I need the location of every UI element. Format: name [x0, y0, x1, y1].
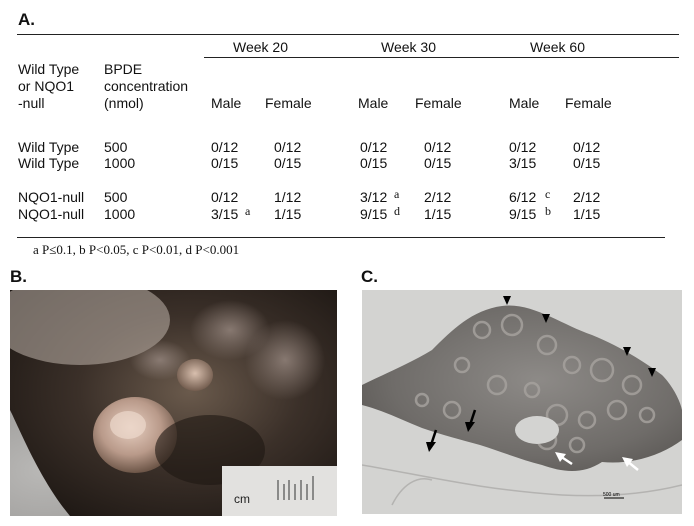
significance-marker: c	[545, 187, 551, 201]
group-cell: Wild Type	[18, 155, 80, 171]
table-bottom-rule	[17, 237, 665, 238]
incidence-cell: 2/12	[573, 189, 601, 205]
week-header: Week 60	[530, 39, 585, 55]
mouse-tumor-photo: cm	[10, 290, 337, 516]
incidence-cell: 0/12	[211, 189, 239, 205]
arrow-icon	[426, 442, 436, 452]
scale-bar-label: 500 um	[603, 492, 620, 498]
ruler-label: cm	[234, 492, 250, 506]
significance-marker: a	[394, 187, 400, 201]
sex-column-header: Male	[211, 95, 242, 111]
sex-column-header: Female	[565, 95, 612, 111]
table-top-rule	[17, 34, 679, 35]
significance-marker: d	[394, 204, 400, 218]
incidence-cell: 0/15	[274, 155, 302, 171]
incidence-cell: 1/15	[424, 206, 452, 222]
concentration-cell: 500	[104, 139, 128, 155]
panel-a-label: A.	[18, 10, 35, 29]
tissue-glands	[414, 313, 656, 454]
incidence-cell: 3/15	[509, 155, 537, 171]
mouse-photo-image: cm	[10, 290, 337, 516]
incidence-cell: 0/12	[509, 139, 537, 155]
panel-b-label: B.	[10, 267, 27, 286]
incidence-cell: 9/15	[360, 206, 388, 222]
concentration-column-header: BPDE concentration (nmol)	[104, 61, 189, 111]
incidence-cell: 0/15	[360, 155, 388, 171]
incidence-cell: 0/12	[211, 139, 239, 155]
incidence-cell: 3/15	[211, 206, 239, 222]
white-arrowheads	[555, 452, 633, 467]
incidence-cell: 0/15	[573, 155, 601, 171]
arrowhead-icon	[542, 314, 550, 323]
group-cell: NQO1-null	[18, 189, 85, 205]
incidence-cell: 0/12	[573, 139, 601, 155]
concentration-cell: 500	[104, 189, 128, 205]
incidence-cell: 1/12	[274, 189, 302, 205]
ruler-ticks	[277, 476, 314, 500]
sex-column-header: Male	[358, 95, 389, 111]
histology-image: 500 um	[362, 290, 682, 514]
incidence-cell: 3/12	[360, 189, 388, 205]
incidence-cell: 1/15	[274, 206, 302, 222]
incidence-cell: 0/15	[424, 155, 452, 171]
arrow-icon	[622, 457, 633, 467]
arrowhead-icon	[648, 368, 656, 377]
significance-marker: a	[245, 204, 251, 218]
sex-column-header: Male	[509, 95, 540, 111]
arrowhead-icon	[503, 296, 511, 305]
sex-column-header: Female	[265, 95, 312, 111]
group-cell: Wild Type	[18, 139, 80, 155]
significance-marker: b	[545, 204, 551, 218]
incidence-cell: 0/12	[274, 139, 302, 155]
incidence-cell: 0/12	[360, 139, 388, 155]
arrowhead-markers	[503, 296, 656, 377]
concentration-cell: 1000	[104, 155, 136, 171]
incidence-cell: 0/15	[211, 155, 239, 171]
sex-column-header: Female	[415, 95, 462, 111]
incidence-cell: 9/15	[509, 206, 537, 222]
arrowhead-icon	[623, 347, 631, 356]
significance-footnote: a P≤0.1, b P<0.05, c P<0.01, d P<0.001	[33, 242, 240, 257]
incidence-cell: 1/15	[573, 206, 601, 222]
week-header: Week 20	[233, 39, 288, 55]
week-header-rule	[204, 57, 679, 58]
incidence-cell: 0/12	[424, 139, 452, 155]
arrow-icon	[555, 452, 566, 462]
group-cell: NQO1-null	[18, 206, 85, 222]
concentration-cell: 1000	[104, 206, 136, 222]
arrow-icon	[465, 422, 475, 432]
incidence-cell: 2/12	[424, 189, 452, 205]
group-column-header: Wild Type or NQO1 -null	[18, 61, 80, 111]
week-header: Week 30	[381, 39, 436, 55]
incidence-cell: 6/12	[509, 189, 537, 205]
black-arrowheads	[426, 422, 475, 452]
panel-c-label: C.	[361, 267, 378, 286]
tumor-histology-photo: 500 um	[362, 290, 682, 514]
